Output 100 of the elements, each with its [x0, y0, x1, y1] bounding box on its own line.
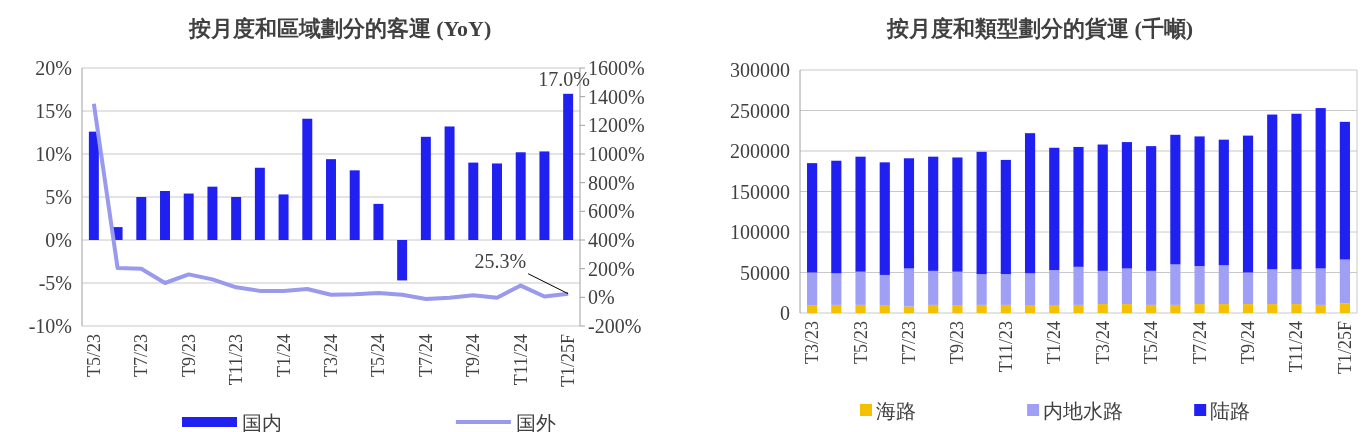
- bar: [349, 170, 360, 240]
- y-tick-label: 300000: [730, 59, 790, 81]
- bar: [444, 126, 455, 240]
- bar: [855, 304, 866, 313]
- bar: [1146, 270, 1157, 305]
- bar: [1242, 304, 1254, 313]
- bar: [928, 270, 939, 305]
- bar: [1097, 270, 1108, 305]
- x-tick-label: T11/23: [995, 321, 1016, 373]
- x-tick-label: T1/25F: [1334, 321, 1355, 375]
- bar: [1267, 114, 1278, 270]
- y-tick-label: 100000: [730, 221, 790, 243]
- y2-tick-label: 400%: [588, 229, 635, 251]
- bar: [373, 203, 384, 240]
- legend-label: 海路: [876, 400, 916, 422]
- x-tick-label: T5/24: [1141, 321, 1162, 364]
- bar: [563, 93, 574, 240]
- x-tick-label: T5/23: [83, 334, 104, 377]
- bar: [1170, 264, 1181, 305]
- y2-tick-label: 1200%: [588, 114, 645, 137]
- y2-tick-label: 0%: [588, 286, 615, 309]
- bar: [1121, 268, 1133, 305]
- legend-label: 陆路: [1210, 400, 1251, 422]
- bar: [879, 305, 890, 313]
- x-tick-label: T1/24: [273, 334, 294, 377]
- bar: [903, 158, 915, 269]
- bar: [952, 157, 963, 272]
- bar: [831, 273, 842, 305]
- bar: [1121, 142, 1133, 269]
- bar: [515, 152, 526, 240]
- data-label: 17.0%: [538, 67, 590, 90]
- x-tick-label: T7/24: [415, 334, 436, 377]
- x-tick-label: T11/24: [510, 334, 531, 386]
- legend-label: 国外: [515, 412, 556, 432]
- bar: [928, 156, 939, 271]
- legend-label: 内地水路: [1043, 400, 1124, 422]
- bar: [1049, 305, 1060, 313]
- y-tick-label: 250000: [730, 99, 790, 122]
- bar: [952, 271, 963, 306]
- y-tick-label: 50000: [740, 261, 790, 284]
- bar: [1000, 159, 1011, 275]
- bar: [136, 197, 147, 240]
- y-tick-label: 5%: [45, 186, 72, 208]
- y2-tick-label: 800%: [588, 171, 635, 194]
- bar: [539, 151, 550, 240]
- bar: [183, 193, 194, 240]
- bar: [1315, 108, 1326, 269]
- bar: [1024, 273, 1036, 306]
- bar: [855, 156, 866, 272]
- bar: [326, 159, 336, 240]
- bar: [1291, 269, 1302, 305]
- y-tick-label: 10%: [35, 143, 72, 165]
- bar: [1267, 304, 1278, 313]
- bar: [831, 304, 842, 313]
- bar: [807, 305, 818, 313]
- bar: [1146, 304, 1157, 313]
- y2-tick-label: 1600%: [588, 57, 645, 79]
- bar: [807, 272, 818, 306]
- y-tick-label: 15%: [35, 100, 72, 122]
- bar: [1049, 270, 1060, 306]
- y-tick-label: -10%: [28, 315, 72, 337]
- bar: [1049, 147, 1060, 271]
- bar: [1242, 135, 1254, 273]
- x-tick-label: T7/23: [131, 334, 152, 377]
- bar: [807, 163, 818, 273]
- bar: [1291, 113, 1302, 270]
- x-tick-label: T11/24: [1286, 321, 1307, 373]
- bar: [1242, 272, 1254, 305]
- bar: [1218, 139, 1229, 266]
- x-tick-label: T3/24: [1092, 321, 1113, 364]
- y2-tick-label: 1400%: [588, 85, 645, 108]
- x-tick-label: T3/24: [321, 334, 341, 377]
- data-label: 25.3%: [474, 249, 527, 272]
- bar: [1218, 304, 1229, 313]
- x-tick-label: T7/24: [1189, 321, 1210, 364]
- bar: [88, 131, 99, 240]
- bar: [1146, 146, 1157, 271]
- y-tick-label: 200000: [730, 140, 790, 162]
- bar: [855, 271, 866, 305]
- chart-title: 按月度和類型劃分的貨運 (千噸): [885, 16, 1194, 41]
- bar: [1073, 146, 1084, 267]
- x-tick-label: T5/23: [850, 321, 871, 364]
- bar: [1073, 304, 1084, 313]
- bar: [468, 162, 479, 240]
- bar: [879, 274, 890, 306]
- x-tick-label: T9/23: [947, 321, 968, 364]
- bar: [302, 118, 313, 240]
- bar: [903, 306, 915, 313]
- bar: [831, 160, 842, 274]
- bar: [976, 274, 987, 305]
- legend-label: 国内: [242, 412, 282, 432]
- bar: [231, 197, 242, 240]
- bar: [492, 163, 502, 240]
- y2-tick-label: 1000%: [588, 143, 645, 165]
- bar: [1121, 304, 1133, 313]
- x-tick-label: T11/23: [226, 334, 247, 386]
- y-tick-label: 150000: [730, 180, 790, 203]
- bar: [1315, 268, 1326, 305]
- bar: [1024, 305, 1036, 313]
- bar: [1170, 134, 1181, 265]
